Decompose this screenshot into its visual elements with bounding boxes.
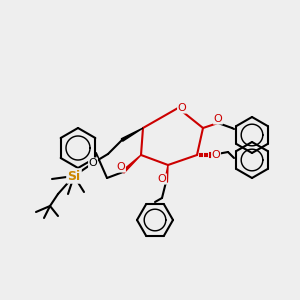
Text: Si: Si <box>68 169 81 182</box>
Polygon shape <box>121 128 143 141</box>
Text: O: O <box>117 162 125 172</box>
Text: O: O <box>178 103 186 113</box>
Polygon shape <box>165 165 168 182</box>
Text: O: O <box>158 174 166 184</box>
Text: O: O <box>212 150 220 160</box>
Text: O: O <box>88 158 98 168</box>
Text: O: O <box>214 114 222 124</box>
Polygon shape <box>122 155 141 173</box>
